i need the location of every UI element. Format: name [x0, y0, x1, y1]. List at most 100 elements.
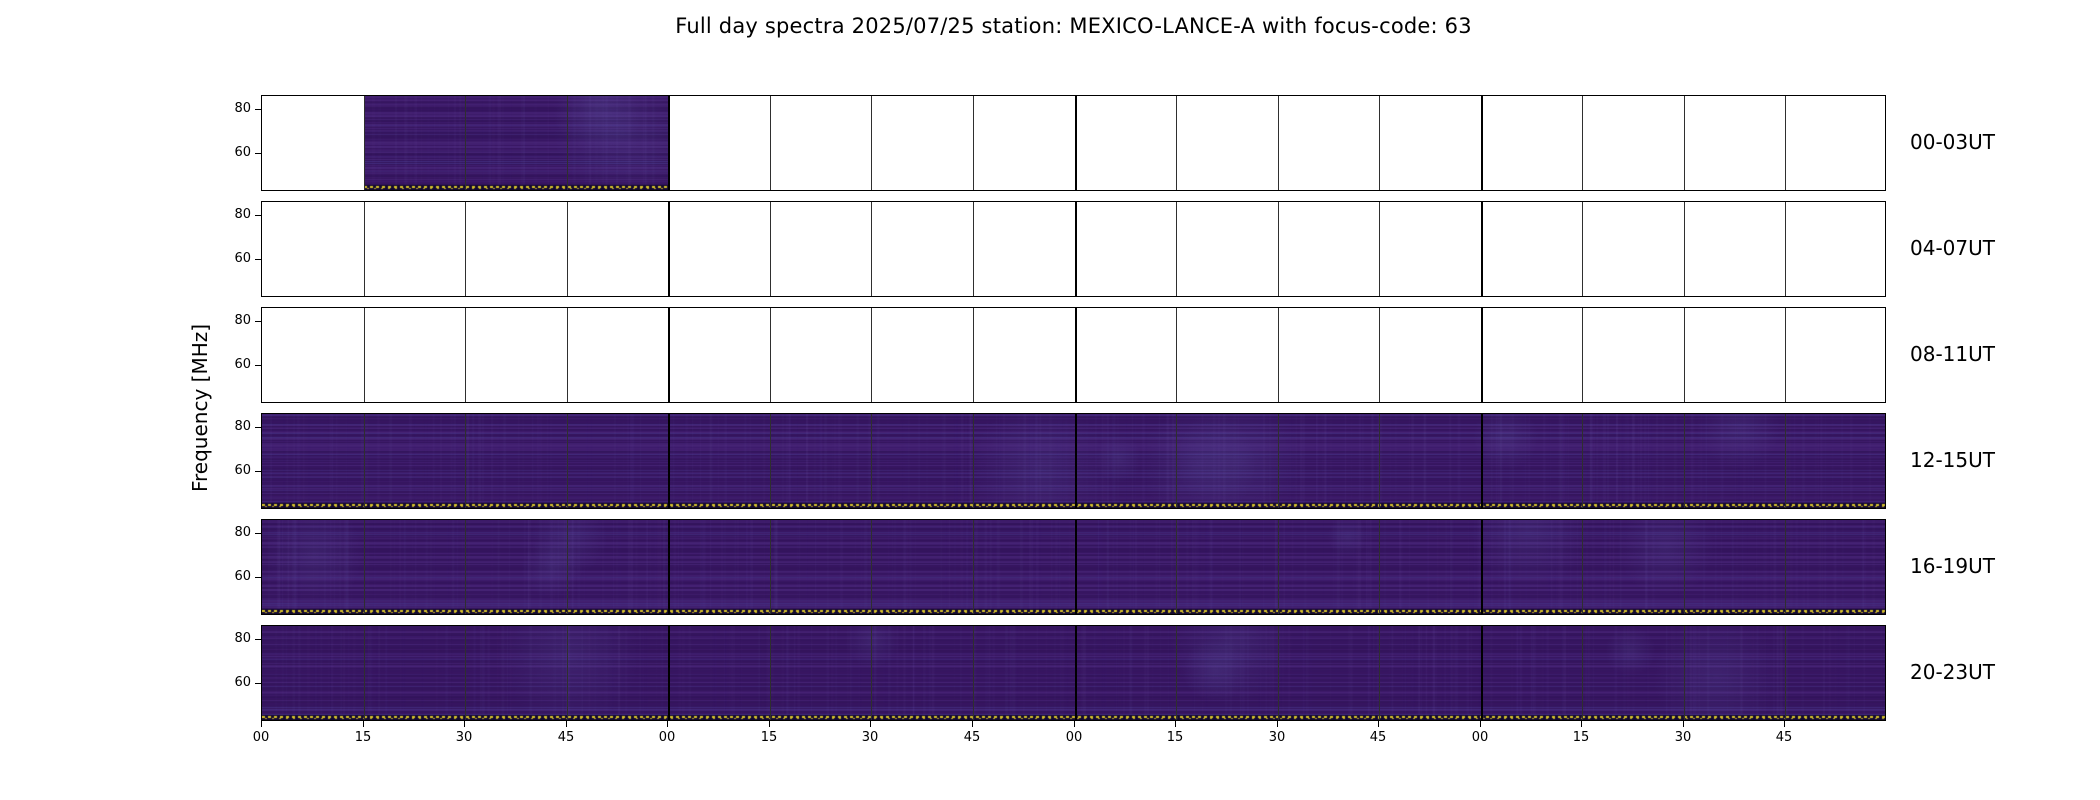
- grid-line: [1785, 626, 1786, 720]
- x-tick-mark: [667, 721, 668, 727]
- grid-line: [1379, 96, 1380, 190]
- grid-line: [364, 520, 365, 614]
- grid-line: [1785, 96, 1786, 190]
- y-tick-label: 80: [234, 101, 251, 117]
- grid-line: [567, 520, 568, 614]
- grid-line: [770, 520, 771, 614]
- grid-line: [1379, 202, 1380, 296]
- grid-line: [871, 308, 872, 402]
- grid-line: [1582, 414, 1583, 508]
- grid-line: [1684, 202, 1685, 296]
- spectrogram-panel-12-15ut: [261, 413, 1886, 509]
- grid-line: [364, 202, 365, 296]
- y-tick-label: 60: [234, 250, 251, 266]
- y-tick-mark: [255, 109, 261, 111]
- grid-line: [1075, 96, 1077, 190]
- grid-line: [1278, 308, 1279, 402]
- spectrogram-image: [262, 626, 1885, 720]
- grid-line: [1684, 308, 1685, 402]
- grid-line: [871, 520, 872, 614]
- grid-line: [1075, 202, 1077, 296]
- grid-line: [465, 626, 466, 720]
- spectrogram-image: [364, 96, 668, 190]
- x-tick-mark: [1683, 721, 1684, 727]
- x-tick-mark: [1175, 721, 1176, 727]
- grid-line: [1176, 96, 1177, 190]
- grid-line: [567, 626, 568, 720]
- grid-line: [668, 96, 670, 190]
- panel-time-label: 04-07UT: [1910, 236, 1995, 260]
- grid-line: [1481, 202, 1483, 296]
- grid-line: [1582, 308, 1583, 402]
- y-tick-label: 80: [234, 313, 251, 329]
- grid-line: [1684, 96, 1685, 190]
- x-tick-label: 00: [1065, 730, 1083, 745]
- grid-line: [364, 308, 365, 402]
- panel-time-label: 08-11UT: [1910, 342, 1995, 366]
- grid-line: [973, 96, 974, 190]
- grid-line: [1684, 520, 1685, 614]
- grid-line: [871, 202, 872, 296]
- y-tick-label: 80: [234, 525, 251, 541]
- y-tick-label: 60: [234, 674, 251, 690]
- x-tick-mark: [1074, 721, 1075, 727]
- x-tick-mark: [1480, 721, 1481, 727]
- grid-line: [1075, 626, 1077, 720]
- x-tick-label: 30: [1268, 730, 1286, 745]
- grid-line: [668, 308, 670, 402]
- x-tick-label: 00: [1471, 730, 1489, 745]
- y-tick-mark: [255, 152, 261, 154]
- x-tick-label: 15: [1572, 730, 1590, 745]
- x-tick-label: 45: [1775, 730, 1793, 745]
- x-tick-label: 45: [1369, 730, 1387, 745]
- grid-line: [465, 202, 466, 296]
- x-tick-label: 15: [1166, 730, 1184, 745]
- y-tick-mark: [255, 533, 261, 535]
- grid-line: [668, 414, 670, 508]
- y-tick-mark: [255, 364, 261, 366]
- grid-line: [1785, 202, 1786, 296]
- grid-line: [1582, 202, 1583, 296]
- x-tick-label: 15: [354, 730, 372, 745]
- grid-line: [1785, 520, 1786, 614]
- grid-line: [1278, 414, 1279, 508]
- spectrogram-panel-00-03ut: [261, 95, 1886, 191]
- chart-title: Full day spectra 2025/07/25 station: MEX…: [675, 14, 1472, 38]
- grid-line: [1075, 520, 1077, 614]
- grid-line: [770, 96, 771, 190]
- spectrogram-image: [262, 414, 1885, 508]
- grid-line: [567, 308, 568, 402]
- grid-line: [1582, 96, 1583, 190]
- grid-line: [567, 414, 568, 508]
- x-tick-mark: [261, 721, 262, 727]
- grid-line: [1176, 202, 1177, 296]
- grid-line: [871, 626, 872, 720]
- x-tick-mark: [363, 721, 364, 727]
- grid-line: [973, 202, 974, 296]
- grid-line: [1481, 414, 1483, 508]
- grid-line: [770, 202, 771, 296]
- spectrogram-canvas: [262, 414, 1885, 508]
- y-tick-mark: [255, 682, 261, 684]
- grid-line: [1582, 626, 1583, 720]
- spectrogram-canvas: [364, 96, 668, 190]
- spectrogram-image: [262, 520, 1885, 614]
- x-tick-label: 45: [557, 730, 575, 745]
- grid-line: [1684, 414, 1685, 508]
- grid-line: [973, 308, 974, 402]
- x-tick-label: 00: [252, 730, 270, 745]
- panel-time-label: 00-03UT: [1910, 130, 1995, 154]
- grid-line: [668, 626, 670, 720]
- grid-line: [1176, 520, 1177, 614]
- grid-line: [770, 626, 771, 720]
- x-tick-mark: [972, 721, 973, 727]
- grid-line: [1481, 626, 1483, 720]
- y-tick-label: 80: [234, 207, 251, 223]
- grid-line: [1785, 414, 1786, 508]
- grid-line: [465, 414, 466, 508]
- grid-line: [1278, 202, 1279, 296]
- grid-line: [465, 308, 466, 402]
- grid-line: [1075, 414, 1077, 508]
- spectrogram-panel-04-07ut: [261, 201, 1886, 297]
